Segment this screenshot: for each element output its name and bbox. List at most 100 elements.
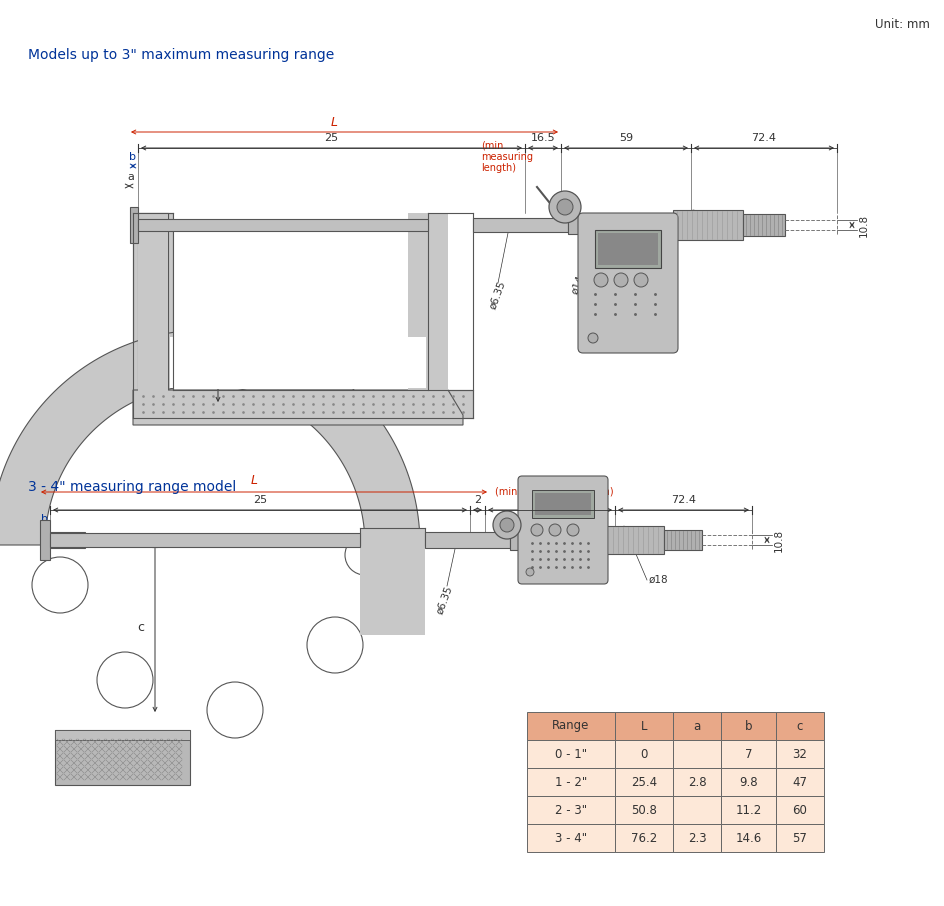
- Text: a: a: [41, 532, 47, 542]
- Bar: [664, 530, 702, 550]
- Bar: [527, 740, 615, 768]
- Text: 0 - 1": 0 - 1": [555, 747, 587, 760]
- Bar: [50, 533, 360, 547]
- Text: 10.8: 10.8: [774, 528, 784, 552]
- Text: 11.2: 11.2: [735, 804, 762, 816]
- Polygon shape: [408, 213, 448, 390]
- Polygon shape: [138, 213, 168, 390]
- Bar: [55, 730, 190, 740]
- Text: c: c: [138, 621, 144, 634]
- Text: (min. measuring length): (min. measuring length): [495, 487, 614, 497]
- Circle shape: [526, 568, 534, 576]
- Bar: [473, 218, 568, 232]
- Text: b: b: [41, 514, 47, 524]
- Polygon shape: [133, 213, 473, 418]
- Circle shape: [97, 652, 153, 708]
- Bar: [673, 210, 743, 240]
- Bar: [510, 530, 522, 550]
- Text: 10.8: 10.8: [859, 214, 869, 236]
- Bar: [615, 740, 673, 768]
- Text: 9.8: 9.8: [739, 776, 758, 788]
- Text: ø18: ø18: [649, 575, 668, 585]
- Text: 14.6: 14.6: [735, 832, 762, 844]
- Text: 16.5: 16.5: [531, 133, 555, 143]
- FancyBboxPatch shape: [578, 213, 678, 353]
- Circle shape: [614, 273, 628, 287]
- Bar: [130, 207, 138, 243]
- Circle shape: [32, 557, 88, 613]
- Bar: [721, 740, 776, 768]
- Text: Unit: mm: Unit: mm: [875, 18, 930, 31]
- Text: 25: 25: [253, 495, 267, 505]
- Text: 2 - 3": 2 - 3": [555, 804, 587, 816]
- Text: 72.4: 72.4: [671, 495, 696, 505]
- Circle shape: [594, 273, 608, 287]
- Circle shape: [207, 682, 263, 738]
- Text: L: L: [250, 475, 258, 487]
- Bar: [743, 214, 785, 236]
- Text: b: b: [745, 719, 752, 732]
- Text: 47: 47: [793, 776, 807, 788]
- FancyBboxPatch shape: [518, 476, 608, 584]
- Bar: [673, 796, 721, 824]
- Circle shape: [549, 524, 561, 536]
- Polygon shape: [174, 214, 407, 389]
- Circle shape: [567, 524, 579, 536]
- Text: 76.2: 76.2: [631, 832, 657, 844]
- Circle shape: [557, 199, 573, 215]
- Bar: [532, 490, 594, 518]
- Polygon shape: [0, 330, 420, 545]
- Text: Models up to 3" maximum measuring range: Models up to 3" maximum measuring range: [28, 48, 334, 62]
- Text: 3 - 4": 3 - 4": [555, 832, 587, 844]
- Bar: [673, 740, 721, 768]
- Bar: [721, 768, 776, 796]
- Text: ø6.35: ø6.35: [488, 279, 508, 311]
- Bar: [527, 824, 615, 852]
- Bar: [598, 233, 658, 265]
- Bar: [535, 493, 591, 515]
- Text: a: a: [127, 172, 134, 182]
- Text: 50.8: 50.8: [631, 804, 657, 816]
- Bar: [776, 768, 824, 796]
- Circle shape: [549, 191, 581, 223]
- Text: 57: 57: [793, 832, 807, 844]
- Circle shape: [500, 518, 514, 532]
- Bar: [615, 712, 673, 740]
- Text: 25.4: 25.4: [631, 776, 657, 788]
- Text: 2.3: 2.3: [687, 832, 706, 844]
- Polygon shape: [170, 337, 426, 388]
- Bar: [615, 796, 673, 824]
- Bar: [615, 768, 673, 796]
- Text: c: c: [200, 309, 208, 322]
- Text: L: L: [331, 115, 338, 129]
- Text: ø14: ø14: [570, 275, 586, 296]
- Bar: [50, 532, 85, 548]
- Bar: [40, 520, 50, 560]
- Circle shape: [531, 524, 543, 536]
- Bar: [721, 712, 776, 740]
- Bar: [721, 796, 776, 824]
- Bar: [776, 712, 824, 740]
- Bar: [776, 740, 824, 768]
- Bar: [615, 824, 673, 852]
- Text: 3 - 4" measuring range model: 3 - 4" measuring range model: [28, 480, 236, 494]
- Text: ø18: ø18: [723, 210, 743, 220]
- Text: 59: 59: [619, 133, 633, 143]
- Bar: [568, 216, 583, 234]
- Bar: [55, 730, 190, 785]
- Text: 72.4: 72.4: [751, 133, 777, 143]
- Text: b: b: [129, 152, 137, 162]
- Bar: [138, 219, 428, 231]
- Polygon shape: [133, 390, 463, 425]
- Text: L: L: [641, 719, 648, 732]
- Text: 1 - 2": 1 - 2": [555, 776, 587, 788]
- Text: 25: 25: [325, 133, 339, 143]
- Bar: [673, 768, 721, 796]
- Text: 2: 2: [474, 495, 481, 505]
- Bar: [527, 768, 615, 796]
- Bar: [776, 796, 824, 824]
- Text: ø6.35: ø6.35: [435, 584, 455, 616]
- Text: 71: 71: [543, 495, 557, 505]
- Bar: [673, 824, 721, 852]
- Text: Range: Range: [552, 719, 590, 732]
